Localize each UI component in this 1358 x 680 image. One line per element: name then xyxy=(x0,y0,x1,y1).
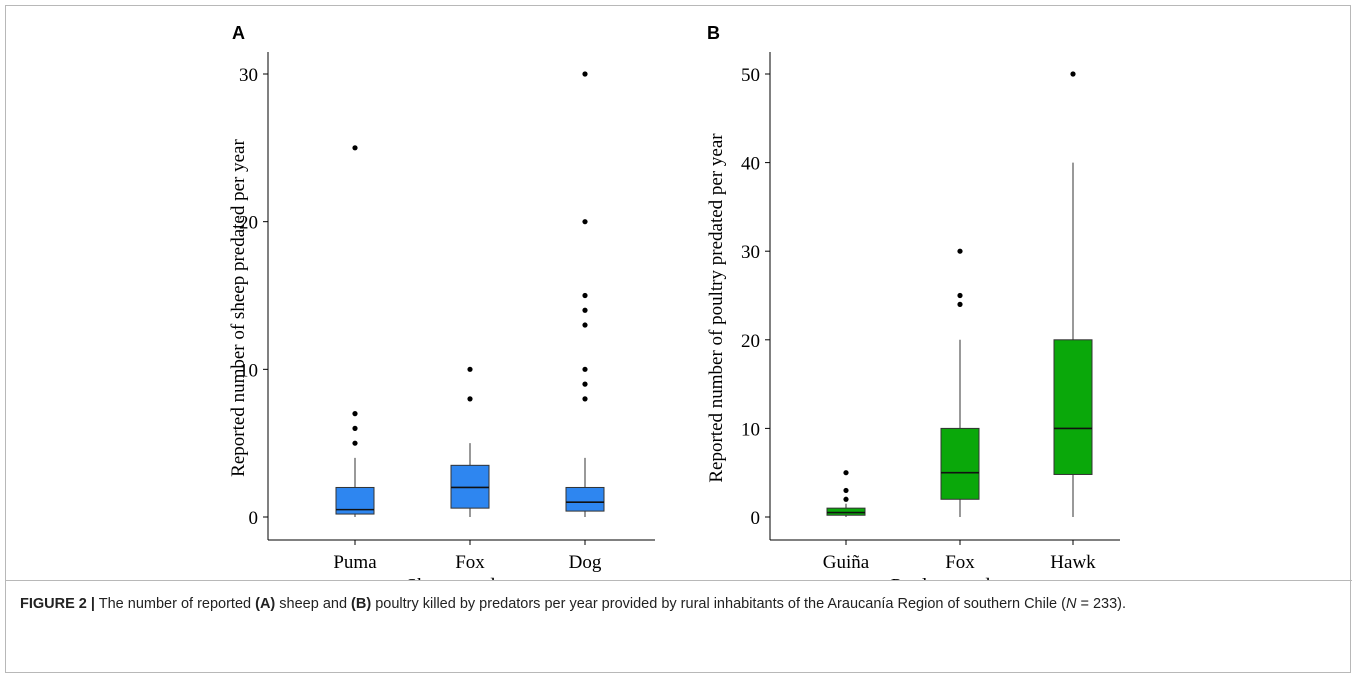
outlier-point-gui-a xyxy=(843,470,849,476)
x-axis-title: Poultry predators xyxy=(891,575,1030,580)
y-tick-label: 10 xyxy=(239,360,258,381)
y-tick-label: 50 xyxy=(741,65,760,86)
x-tick-label-fox: Fox xyxy=(945,552,975,573)
outlier-point-dog xyxy=(582,396,588,402)
x-tick-label-fox: Fox xyxy=(455,552,485,573)
outlier-point-puma xyxy=(352,411,358,417)
outlier-point-puma xyxy=(352,425,358,431)
x-axis-title: Sheep predators xyxy=(406,575,535,580)
panel-label: B xyxy=(707,23,720,43)
box-gui-a xyxy=(826,507,866,516)
outlier-point-hawk xyxy=(1070,71,1076,77)
outlier-point-dog xyxy=(582,292,588,299)
figure-caption: FIGURE 2 | The number of reported (A) sh… xyxy=(20,594,1330,615)
caption-text-2: sheep and xyxy=(275,596,352,612)
caption-n-symbol: N xyxy=(1065,596,1077,612)
caption-ref-a: (A) xyxy=(255,596,276,612)
y-tick-label: 0 xyxy=(751,508,761,529)
outlier-point-dog xyxy=(582,322,588,328)
outlier-point-dog xyxy=(582,219,588,225)
outlier-point-fox xyxy=(957,292,963,299)
y-axis-title: Reported number of poultry predated per … xyxy=(706,133,727,483)
outlier-point-dog xyxy=(582,71,588,77)
caption-text-4: = 233). xyxy=(1076,596,1127,612)
x-tick-label-gui-a: Guiña xyxy=(823,552,870,573)
y-tick-label: 30 xyxy=(741,242,760,263)
outlier-point-puma xyxy=(352,145,358,151)
figure-frame xyxy=(5,5,1351,673)
panel-b: B 0 10 20 30 40 50 Reported number of poultry p… xyxy=(706,23,1120,580)
panel-label: A xyxy=(232,23,245,43)
panel-a: A 0 10 20 30 Reported number of sheep predate… xyxy=(228,23,655,580)
outlier-point-gui-a xyxy=(843,496,849,502)
caption-ref-b: (B) xyxy=(351,596,372,612)
caption-divider xyxy=(6,580,1352,581)
x-tick-label-hawk: Hawk xyxy=(1050,552,1096,573)
caption-text-1: The number of reported xyxy=(94,596,256,612)
x-tick-label-puma: Puma xyxy=(333,552,377,573)
y-tick-label: 20 xyxy=(239,213,258,234)
y-tick-label: 10 xyxy=(741,419,760,440)
outlier-point-fox xyxy=(957,301,963,307)
x-tick-label-dog: Dog xyxy=(569,552,602,573)
box-dog xyxy=(565,486,605,512)
outlier-point-dog xyxy=(582,381,588,387)
outlier-point-fox xyxy=(467,366,473,372)
outlier-point-dog xyxy=(582,366,588,372)
outlier-point-dog xyxy=(582,307,588,313)
outlier-point-gui-a xyxy=(843,487,849,494)
outlier-point-fox xyxy=(957,248,963,254)
box-hawk xyxy=(1053,339,1093,475)
figure-plots: A 0 10 20 30 Reported number of sheep predate… xyxy=(228,23,1120,580)
y-tick-label: 30 xyxy=(239,65,258,86)
outlier-point-fox xyxy=(467,396,473,402)
y-tick-label: 0 xyxy=(249,508,259,529)
outlier-point-puma xyxy=(352,440,358,446)
y-tick-label: 20 xyxy=(741,331,760,352)
y-tick-label: 40 xyxy=(741,154,760,175)
caption-text-3: poultry killed by predators per year pro… xyxy=(371,596,1066,612)
y-axis-title: Reported number of sheep predated per ye… xyxy=(228,139,249,477)
caption-label: FIGURE 2 | xyxy=(20,596,95,612)
box-fox xyxy=(940,427,980,500)
